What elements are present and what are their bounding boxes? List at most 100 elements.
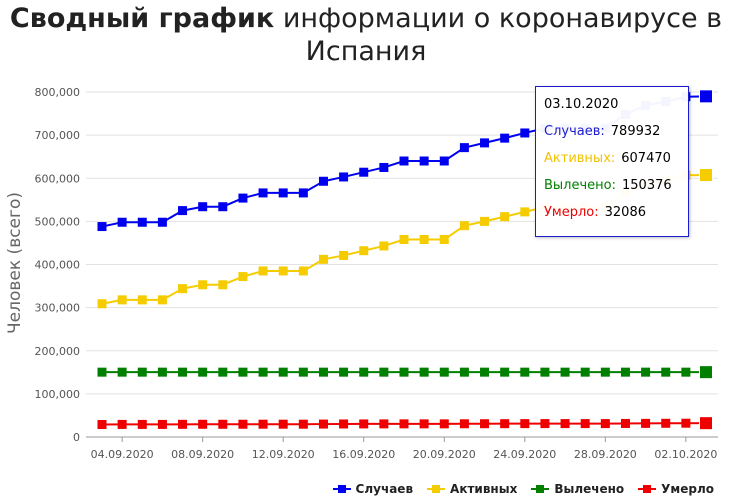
data-point [298, 419, 308, 429]
data-point [157, 295, 167, 305]
tooltip-label-recovered: Вылечено: [544, 178, 617, 193]
data-point [278, 419, 288, 429]
data-point [178, 206, 188, 216]
data-point [218, 280, 228, 290]
data-point [198, 419, 208, 429]
data-point [699, 416, 713, 431]
data-point [620, 418, 630, 428]
data-point [500, 419, 510, 429]
legend-item-cases[interactable]: Случаев [332, 482, 414, 496]
tooltip-row-active: Активных: 607470 [544, 149, 688, 176]
data-point [681, 367, 691, 377]
data-point [681, 418, 691, 428]
data-point [238, 272, 248, 282]
x-tick-label: 04.09.2020 [91, 448, 154, 461]
data-point [278, 188, 288, 198]
data-point [500, 212, 510, 222]
data-point [238, 193, 248, 203]
data-point [117, 217, 127, 227]
chart-title: Сводный график информации о коронавирусе… [0, 2, 732, 68]
data-point [459, 221, 469, 231]
data-point [318, 419, 328, 429]
tooltip-label-cases: Случаев: [544, 124, 605, 139]
data-point [157, 367, 167, 377]
data-point [117, 419, 127, 429]
legend-label-cases: Случаев [355, 482, 414, 496]
data-point [359, 246, 369, 256]
data-point [298, 188, 308, 198]
legend-label-deaths: Умерло [661, 482, 714, 496]
tooltip-label-deaths: Умерло: [544, 205, 599, 220]
data-point [339, 172, 349, 182]
x-tick-label: 02.10.2020 [654, 448, 717, 461]
data-point [540, 367, 550, 377]
data-point [540, 419, 550, 429]
data-point [97, 222, 107, 232]
data-point [520, 207, 530, 217]
data-point [500, 367, 510, 377]
data-point [359, 367, 369, 377]
data-point [439, 419, 449, 429]
data-point [641, 418, 651, 428]
data-point [258, 367, 268, 377]
data-point [137, 217, 147, 227]
data-point [500, 133, 510, 143]
legend-symbol-active [427, 485, 446, 493]
data-point [379, 367, 389, 377]
data-point [97, 367, 107, 377]
data-point [178, 367, 188, 377]
data-point [661, 418, 671, 428]
y-tick-label: 800,000 [35, 86, 81, 99]
legend-item-deaths[interactable]: Умерло [638, 482, 714, 496]
data-point [560, 367, 570, 377]
data-point [178, 419, 188, 429]
y-tick-label: 700,000 [35, 129, 81, 142]
data-point [459, 419, 469, 429]
data-point [137, 419, 147, 429]
data-point [399, 156, 409, 166]
data-point [258, 266, 268, 276]
tooltip-row-deaths: Умерло: 32086 [544, 203, 688, 230]
x-tick-label: 08.09.2020 [171, 448, 234, 461]
tooltip-value-deaths: 32086 [604, 205, 646, 220]
legend-item-recovered[interactable]: Вылечено [531, 482, 624, 496]
y-tick-label: 400,000 [35, 259, 81, 272]
data-point [117, 367, 127, 377]
x-tick-label: 24.09.2020 [493, 448, 556, 461]
data-point [699, 365, 713, 380]
data-point [157, 419, 167, 429]
legend-item-active[interactable]: Активных [427, 482, 517, 496]
data-point [699, 168, 713, 183]
data-point [520, 367, 530, 377]
x-tick-label: 16.09.2020 [332, 448, 395, 461]
data-point [238, 419, 248, 429]
data-point [459, 367, 469, 377]
data-point [298, 367, 308, 377]
chart-legend: Случаев Активных Вылечено Умерло [332, 482, 714, 496]
x-tick-label: 28.09.2020 [574, 448, 637, 461]
legend-symbol-cases [332, 485, 351, 493]
tooltip-value-active: 607470 [621, 151, 671, 166]
data-point [600, 419, 610, 429]
x-tick-label: 12.09.2020 [252, 448, 315, 461]
data-point [379, 419, 389, 429]
data-point [620, 367, 630, 377]
data-point [137, 367, 147, 377]
legend-label-active: Активных [450, 482, 518, 496]
tooltip-date: 03.10.2020 [544, 97, 619, 112]
data-point [198, 280, 208, 290]
data-point [480, 138, 490, 148]
data-point [419, 234, 429, 244]
chart-title-bold: Сводный график [9, 3, 275, 34]
data-point [238, 367, 248, 377]
data-point [661, 367, 671, 377]
data-point [439, 234, 449, 244]
data-point [399, 367, 409, 377]
x-tick-label: 20.09.2020 [413, 448, 476, 461]
data-point [399, 234, 409, 244]
data-point [600, 367, 610, 377]
y-tick-label: 0 [73, 431, 80, 444]
data-point [379, 162, 389, 172]
chart-tooltip: 03.10.2020 Случаев: 789932 Активных: 60747… [535, 86, 689, 237]
